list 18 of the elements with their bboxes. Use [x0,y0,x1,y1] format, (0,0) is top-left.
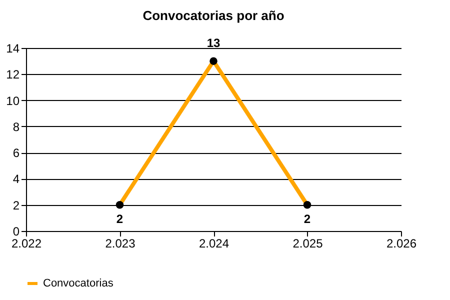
y-tick-label: 6 [12,146,20,160]
y-tick-label: 4 [12,172,20,186]
y-tick-label: 2 [12,198,20,212]
y-tick-label: 12 [6,68,20,82]
y-tick-label: 8 [12,120,20,134]
data-label: 13 [206,36,220,50]
x-tick-label: 2.025 [292,236,324,250]
data-label: 2 [116,212,124,226]
y-tick-label: 14 [6,42,20,56]
x-tick-label: 2.026 [386,236,417,250]
chart-title: Convocatorias por año [142,8,284,24]
legend-label: Convocatorias [43,278,114,290]
y-tick-label: 0 [12,224,20,238]
x-tick-label: 2.023 [105,236,136,250]
x-tick-label: 2.024 [198,236,230,250]
y-tick-label: 10 [6,94,20,108]
x-tick-label: 2.022 [11,236,42,250]
data-label: 2 [304,212,311,226]
